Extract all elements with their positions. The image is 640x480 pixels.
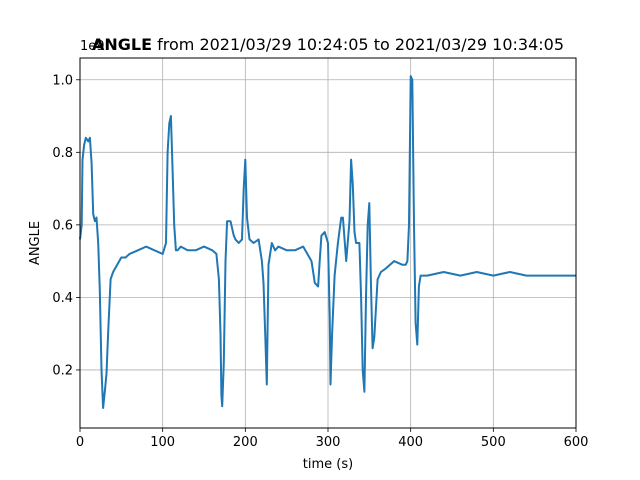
x-tick-label: 100 [150, 435, 175, 450]
y-tick-label: 0.2 [52, 363, 73, 378]
angle-series-line [79, 75, 576, 409]
data-series [79, 75, 576, 409]
chart-title-rest: from 2021/03/29 10:24:05 to 2021/03/29 1… [152, 35, 564, 54]
x-axis-ticks: 0 100 200 300 400 500 600 [76, 428, 589, 450]
y-axis-label: ANGLE [28, 221, 43, 265]
x-tick-label: 600 [564, 435, 589, 450]
x-axis-label: time (s) [303, 457, 353, 472]
x-tick-label: 200 [233, 435, 258, 450]
y-offset-text: 1e9 [80, 39, 105, 54]
y-tick-label: 0.6 [52, 218, 73, 233]
x-tick-label: 0 [76, 435, 84, 450]
chart-title: ANGLE from 2021/03/29 10:24:05 to 2021/0… [92, 35, 564, 54]
y-axis-ticks: 0.2 0.4 0.6 0.8 1.0 [52, 73, 80, 378]
y-tick-label: 0.4 [52, 291, 73, 306]
y-tick-label: 0.8 [52, 146, 73, 161]
x-tick-label: 300 [316, 435, 341, 450]
chart-title-bold: ANGLE [92, 35, 152, 54]
x-tick-label: 500 [481, 435, 506, 450]
grid-lines [79, 58, 577, 428]
x-tick-label: 400 [398, 435, 423, 450]
y-tick-label: 1.0 [52, 73, 73, 88]
